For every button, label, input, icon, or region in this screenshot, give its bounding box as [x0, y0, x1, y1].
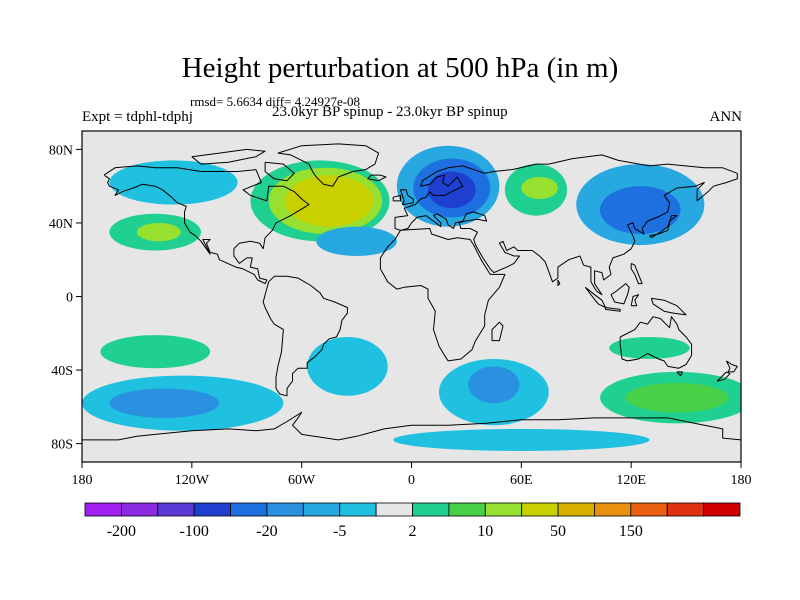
lon-tick-label: 180: [731, 473, 752, 488]
coastline-new-guinea: [650, 297, 687, 316]
coastline-australia: [619, 316, 693, 369]
colorbar-swatch: [557, 502, 595, 517]
colorbar-swatch: [594, 502, 632, 517]
coastlines: [82, 143, 741, 441]
anomaly-north-atlantic-positive-core: [285, 175, 374, 227]
anomaly-antarctic-negative: [393, 428, 650, 451]
coastline-iceland: [367, 174, 387, 182]
coastline-africa: [379, 228, 506, 362]
coastline-baffin: [264, 161, 295, 182]
colorbar-swatch: [157, 502, 195, 517]
lon-tick-label: 180: [72, 473, 93, 488]
colorbar-label: 2: [409, 523, 417, 540]
colorbar-swatch: [484, 502, 523, 517]
coastline-ireland: [392, 194, 401, 202]
lon-tick-label: 120W: [175, 473, 210, 488]
coastline-eurasia: [394, 154, 738, 296]
anomaly-south-pacific-positive: [100, 335, 211, 369]
plot-title: Height perturbation at 500 hPa (in m): [181, 52, 619, 84]
colorbar-label: -200: [107, 523, 136, 540]
coastline-antarctica: [82, 411, 741, 441]
anomaly-layer: [82, 145, 741, 451]
anomaly-mid-atlantic-negative: [316, 226, 397, 257]
lon-tick-label: 60W: [288, 473, 316, 488]
lat-tick-label: 0: [66, 291, 73, 306]
lon-tick-label: 60E: [510, 473, 533, 488]
coastline-sri-lanka: [557, 279, 561, 286]
anomaly-east-pacific-positive-core: [136, 222, 181, 242]
anomaly-north-pacific-negative-core: [600, 186, 681, 234]
coastline-south-america: [262, 275, 348, 397]
colorbar-swatch: [266, 502, 304, 517]
lon-tick-label: 120E: [616, 473, 646, 488]
anomaly-south-indian-negative-core: [468, 366, 520, 404]
experiment-label: Expt = tdphl-tdphj: [82, 109, 193, 125]
anomaly-australia-positive-core: [625, 382, 729, 413]
coastline-japan: [649, 215, 678, 239]
colorbar-swatch: [666, 502, 705, 517]
colorbar-label: 10: [477, 523, 493, 540]
lat-tick-label: 40N: [49, 217, 73, 232]
coastline-borneo: [610, 283, 630, 305]
colorbar-swatch: [120, 502, 159, 517]
colorbar-label: -20: [256, 523, 277, 540]
colorbar-label: -100: [180, 523, 209, 540]
latitude-axis: 80N 40N 0 40S 80S: [49, 143, 82, 453]
coastline-madagascar: [491, 321, 504, 342]
colorbar-swatch: [230, 502, 268, 517]
coastline-britain: [400, 189, 414, 206]
colorbar-label: 50: [550, 523, 566, 540]
colorbar-swatch: [448, 502, 486, 517]
anomaly-south-atlantic-negative: [307, 336, 388, 396]
colorbar-swatch: [339, 502, 377, 517]
colorbar-label: -5: [333, 523, 346, 540]
colorbar-swatch: [412, 502, 450, 517]
coastline-arctic-islands: [191, 148, 266, 165]
comparison-label: 23.0kyr BP spinup - 23.0kyr BP spinup: [272, 104, 508, 120]
coastline-java: [605, 307, 621, 312]
season-label: ANN: [709, 109, 743, 125]
colorbar-swatch: [521, 502, 559, 517]
colorbar-swatch: [375, 502, 413, 517]
lat-tick-label: 80N: [49, 143, 73, 158]
colorbar-swatch: [193, 502, 231, 517]
coastline-philippines: [630, 262, 643, 285]
coastline-north-america: [103, 165, 310, 285]
lon-tick-label: 0: [408, 473, 415, 488]
colorbar: -200 -100 -20 -5 2 10 50 150: [84, 502, 741, 540]
coastline-greenland: [277, 143, 380, 187]
colorbar-swatch: [703, 502, 741, 517]
anomaly-tasman-positive: [609, 336, 690, 360]
colorbar-label: 150: [619, 523, 643, 540]
longitude-axis: 180 120W 60W 0 60E 120E 180: [72, 462, 752, 488]
colorbar-swatch: [84, 502, 122, 517]
anomaly-south-pacific-negative-core: [109, 388, 220, 418]
lat-tick-label: 40S: [51, 364, 73, 379]
anomaly-asia-positive-core: [521, 176, 558, 200]
lat-tick-label: 80S: [51, 438, 73, 453]
stats-line: rmsd= 5.6634 diff= 4.24927e-08: [190, 94, 361, 109]
coastline-sulawesi: [630, 294, 639, 307]
coastline-tasmania: [676, 371, 683, 377]
anomaly-europe-negative-core: [427, 171, 476, 209]
colorbar-swatch: [302, 502, 341, 517]
coastline-new-zealand: [716, 360, 738, 382]
colorbar-swatch: [630, 502, 668, 517]
